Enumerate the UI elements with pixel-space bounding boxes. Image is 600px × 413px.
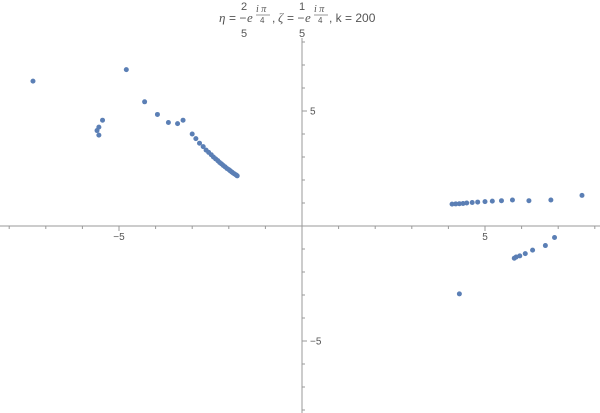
data-point <box>197 140 203 146</box>
chart-title: η = − 2 5 e i π 4 , ζ = − 1 5 e i π 4 , … <box>219 1 376 40</box>
data-point <box>142 99 148 105</box>
data-point <box>498 198 504 204</box>
data-point <box>123 67 129 73</box>
title-zeta-equals-minus: = − <box>287 11 304 25</box>
data-point <box>100 117 106 123</box>
title-eta-equals-minus: = − <box>229 11 246 25</box>
data-point <box>482 199 488 205</box>
title-zeta-exp-numerator: i π <box>314 4 325 15</box>
title-eta-symbol: η <box>219 10 225 25</box>
data-point <box>200 144 206 150</box>
data-point <box>96 132 102 138</box>
title-eta-denominator: 5 <box>241 28 247 40</box>
data-point <box>526 198 532 204</box>
data-point <box>180 117 186 123</box>
title-zeta-symbol: ζ <box>278 10 284 25</box>
axes <box>0 38 600 413</box>
data-point <box>453 201 459 207</box>
data-point <box>456 291 462 297</box>
data-point <box>456 201 462 207</box>
title-eta-exp-denominator: 4 <box>260 16 265 25</box>
title-eta-exp-numerator: i π <box>256 4 267 15</box>
data-point <box>189 131 195 137</box>
data-point <box>489 198 495 204</box>
data-point <box>552 235 558 240</box>
y-tick-label: 5 <box>310 107 316 118</box>
data-point <box>154 111 160 117</box>
data-point <box>530 247 536 253</box>
data-point <box>94 128 100 134</box>
data-point <box>175 121 181 127</box>
title-separator: , <box>272 11 275 25</box>
data-point <box>464 200 470 206</box>
data-point <box>522 251 528 257</box>
data-point <box>542 243 548 249</box>
title-zeta-denominator: 5 <box>299 28 305 40</box>
data-point <box>449 201 455 207</box>
x-tick-label: 5 <box>482 232 488 243</box>
data-points <box>30 67 585 297</box>
data-point <box>165 120 171 125</box>
title-zeta-exp-denominator: 4 <box>318 16 323 25</box>
x-tick-label: −5 <box>113 232 125 243</box>
data-point <box>469 200 475 206</box>
data-point <box>193 136 199 142</box>
title-eta-numerator: 2 <box>241 1 247 13</box>
data-point <box>234 173 240 179</box>
title-k-label: , k = 200 <box>329 11 376 25</box>
ticks: −5 5 −5 5 <box>8 41 596 411</box>
data-point <box>511 255 517 261</box>
title-zeta-numerator: 1 <box>299 1 305 13</box>
data-point <box>475 199 481 205</box>
data-point <box>460 200 466 206</box>
data-point <box>30 78 36 84</box>
y-tick-label: −5 <box>310 337 322 348</box>
data-point <box>509 197 515 203</box>
data-point <box>548 197 554 203</box>
title-eta-base: e <box>247 10 253 25</box>
title-zeta-base: e <box>305 10 311 25</box>
data-point <box>579 192 585 198</box>
